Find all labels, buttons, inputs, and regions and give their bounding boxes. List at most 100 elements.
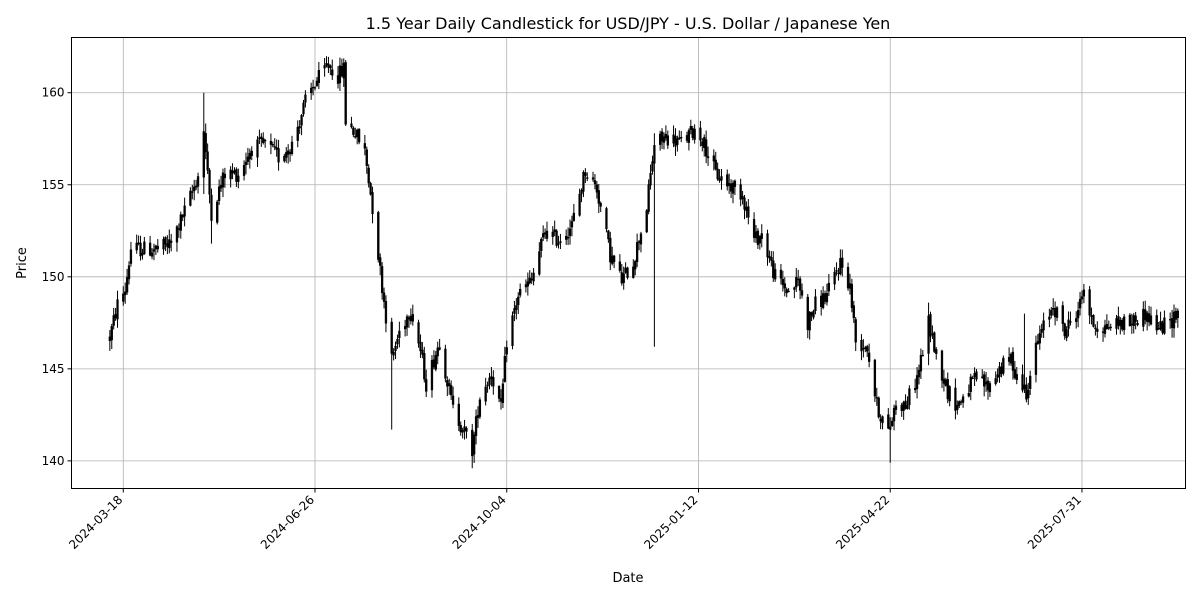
candle-body — [164, 237, 167, 245]
candle-body — [1103, 325, 1107, 334]
candle-body — [532, 272, 535, 282]
candle-body — [892, 407, 896, 422]
candle-body — [296, 126, 299, 141]
candle-body — [756, 230, 760, 245]
candle-body — [162, 239, 165, 250]
candle-body — [841, 257, 844, 268]
candle-body — [405, 316, 409, 328]
candle-body — [331, 69, 334, 76]
candle-body — [139, 242, 142, 257]
candle-body — [823, 293, 827, 302]
candle-body — [890, 420, 894, 426]
candle-body — [1159, 321, 1162, 330]
candle-body — [559, 241, 562, 243]
candle-body — [526, 281, 529, 287]
candle-body — [156, 245, 159, 250]
candle-body — [436, 347, 439, 357]
candle-body — [728, 183, 731, 186]
candle-body — [108, 336, 111, 342]
candle-body — [946, 379, 949, 400]
candle-body — [800, 290, 804, 296]
candle-body — [580, 190, 583, 195]
candle-body — [425, 379, 428, 392]
candle-body — [396, 338, 399, 345]
candle-body — [770, 257, 773, 261]
candle-body — [329, 65, 332, 69]
candle-body — [674, 136, 677, 147]
candle-body — [691, 128, 694, 139]
candle-body — [503, 355, 506, 382]
candle-body — [741, 195, 744, 200]
candle-body — [933, 332, 936, 352]
candle-body — [948, 386, 951, 402]
candle-body — [1050, 309, 1053, 316]
candle-body — [967, 392, 970, 397]
candle-body — [478, 399, 482, 417]
candle-body — [543, 232, 547, 235]
candle-body — [154, 245, 158, 250]
candle-body — [969, 376, 972, 392]
candle-body — [221, 172, 225, 188]
candle-body — [141, 253, 144, 256]
candle-body — [488, 377, 491, 385]
candle-body — [983, 374, 986, 387]
candle-body — [645, 210, 648, 233]
x-axis: 2024-03-18 2024-06-26 2024-10-04 2025-01-12… — [66, 488, 1084, 552]
candle-body — [196, 176, 200, 187]
candle-body — [795, 277, 798, 288]
candle-body — [1053, 308, 1057, 318]
candle-body — [846, 266, 850, 289]
candle-body — [726, 174, 729, 187]
candle-body — [1157, 328, 1160, 330]
candle-body — [302, 102, 305, 115]
candle-body — [394, 345, 397, 351]
candle-body — [1109, 326, 1112, 329]
candle-body — [202, 131, 205, 178]
plot-frame — [71, 37, 1186, 489]
candle-body — [810, 312, 813, 316]
candle-body — [904, 400, 907, 409]
candle-body — [635, 242, 639, 262]
candle-body — [122, 293, 125, 302]
candle-body — [875, 397, 878, 399]
candle-body — [384, 301, 388, 324]
candle-body — [1090, 315, 1093, 317]
candle-body — [409, 316, 413, 322]
candle-body — [342, 62, 345, 79]
candle-body — [716, 168, 719, 180]
candle-body — [973, 373, 976, 378]
candle-body — [233, 170, 236, 173]
candle-body — [217, 186, 221, 201]
candle-body — [908, 388, 911, 406]
candle-body — [465, 428, 468, 432]
candle-body — [1136, 322, 1139, 326]
candle-body — [377, 212, 380, 260]
candle-body — [1015, 374, 1018, 381]
candle-body — [407, 317, 411, 320]
candle-body — [854, 319, 857, 343]
candle-body — [572, 212, 576, 221]
candle-body — [913, 387, 917, 391]
candle-body — [183, 205, 186, 217]
candle-body — [449, 385, 453, 396]
candle-body — [915, 375, 919, 390]
candle-body — [1101, 331, 1105, 333]
candle-body — [866, 346, 869, 352]
candle-body — [1076, 310, 1080, 319]
candle-body — [733, 180, 737, 187]
candle-body — [699, 127, 702, 141]
candle-body — [471, 429, 474, 457]
candle-body — [833, 271, 836, 285]
chart-title: 1.5 Year Daily Candlestick for USD/JPY -… — [366, 14, 891, 33]
candle-body — [1075, 318, 1078, 322]
candle-body — [369, 183, 372, 195]
candle-body — [879, 418, 882, 422]
candle-body — [612, 255, 616, 263]
candle-body — [194, 185, 198, 188]
candle-body — [1063, 323, 1066, 337]
candle-body — [867, 352, 871, 362]
candle-body — [927, 315, 930, 354]
candle-body — [956, 404, 959, 410]
candle-body — [1146, 312, 1149, 322]
candle-body — [808, 311, 811, 331]
